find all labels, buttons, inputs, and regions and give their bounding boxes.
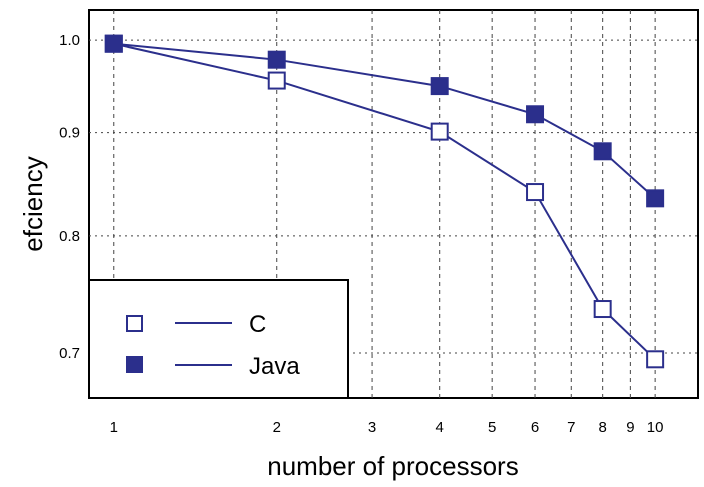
y-tick-label: 0.9 (59, 125, 80, 142)
legend-marker-c (126, 315, 143, 332)
data-point-java (430, 77, 449, 96)
data-point-java (267, 50, 286, 69)
legend-label-java: Java (249, 353, 300, 380)
data-point-c (526, 183, 545, 202)
x-tick-label: 8 (598, 419, 606, 436)
y-tick-label: 1.0 (59, 32, 80, 49)
x-tick-label: 5 (488, 419, 496, 436)
series-layer (104, 34, 665, 369)
x-tick-label: 6 (531, 419, 539, 436)
y-tick-label: 0.8 (59, 228, 80, 245)
data-point-c (593, 300, 612, 319)
x-axis-title: number of processors (267, 451, 518, 481)
data-point-c (430, 122, 449, 141)
x-tick-label: 7 (567, 419, 575, 436)
legend: C Java (88, 279, 349, 399)
x-tick-label: 2 (273, 419, 281, 436)
y-tick-labels: 0.7 0.8 0.9 1.0 (59, 32, 80, 362)
y-tick-label: 0.7 (59, 345, 80, 362)
x-tick-label: 3 (368, 419, 376, 436)
x-tick-label: 9 (626, 419, 634, 436)
data-point-java (593, 142, 612, 161)
data-point-java (526, 105, 545, 124)
data-point-c (267, 71, 286, 90)
legend-marker-java (126, 356, 143, 373)
data-point-java (646, 189, 665, 208)
x-tick-labels: 1 2 3 4 5 6 7 8 9 10 (110, 419, 664, 436)
x-tick-label: 10 (647, 419, 664, 436)
data-point-java (104, 34, 123, 53)
x-tick-label: 4 (436, 419, 444, 436)
data-point-c (646, 350, 665, 369)
y-axis-title: efciency (18, 156, 48, 251)
x-tick-label: 1 (110, 419, 118, 436)
legend-label-c: C (249, 311, 266, 338)
legend-box (88, 279, 349, 399)
